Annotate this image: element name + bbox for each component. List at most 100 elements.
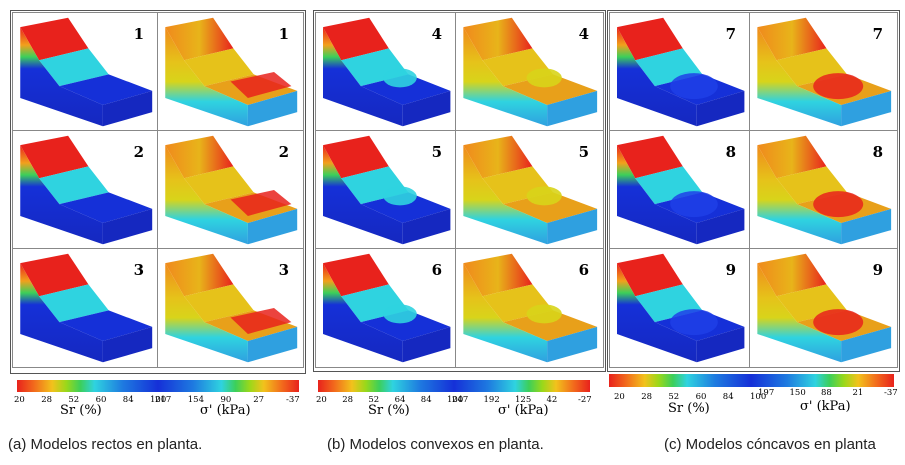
convex-zone [383, 186, 417, 206]
model-cell-2-sig: 2 [157, 130, 304, 250]
model-number: 8 [872, 143, 883, 161]
side-face [757, 145, 842, 245]
slope-face [184, 284, 254, 323]
toe-top [59, 310, 153, 342]
tick-label: 60 [95, 395, 107, 405]
front-face [102, 326, 153, 363]
tick-label: 27 [253, 395, 265, 405]
tick-label: 192 [483, 395, 500, 405]
convex-zone [383, 304, 417, 324]
slope-face [39, 48, 109, 87]
sr-sig-scale-c [609, 374, 894, 387]
front-face [102, 208, 153, 245]
slope-face [39, 166, 109, 205]
front-face [402, 208, 451, 245]
model-cell-1-sig: 1 [157, 12, 304, 132]
concave-zone [813, 73, 864, 100]
side-face [463, 263, 548, 363]
front-face [841, 326, 892, 363]
side-face [617, 27, 697, 127]
tick-label: 28 [641, 392, 653, 402]
tick-label: 20 [614, 392, 625, 402]
model-cell-7-sr: 7 [609, 12, 751, 132]
crest-top [165, 253, 234, 297]
model-cell-8-sig: 8 [749, 130, 898, 250]
crest-top [165, 135, 234, 179]
crest-top [20, 253, 89, 297]
tick-label: 52 [668, 392, 680, 402]
tick-label: 100 [750, 392, 767, 402]
sr-sig-scale-a [17, 380, 299, 392]
tick-label: 217 [155, 395, 172, 405]
tick-label: 84 [122, 395, 134, 405]
front-face [247, 208, 298, 245]
toe-top [59, 192, 153, 224]
front-face [102, 90, 153, 127]
sig-label-c: σ' (kPa) [800, 399, 851, 414]
stress-zone [230, 72, 292, 98]
front-face [841, 90, 892, 127]
convex-zone [383, 68, 417, 88]
model-number: 7 [725, 25, 736, 43]
tick-label: 150 [789, 388, 806, 398]
model-number: 7 [872, 25, 883, 43]
crest-top [463, 135, 533, 179]
tick-label: 52 [368, 395, 380, 405]
tick-label: 20 [14, 395, 25, 405]
front-face [547, 208, 598, 245]
toe-top [503, 192, 598, 224]
caption-b: (b) Modelos convexos en planta. [327, 436, 544, 453]
model-number: 4 [431, 25, 442, 43]
tick-label: 125 [515, 395, 532, 405]
model-number: 6 [578, 261, 589, 279]
model-cell-5-sr: 5 [315, 130, 457, 250]
tick-label: 88 [821, 388, 832, 398]
toe-top [360, 192, 451, 224]
sr-label-a: Sr (%) [60, 403, 102, 418]
crest-top [617, 253, 683, 297]
tick-label: 197 [758, 388, 775, 398]
model-cell-6-sr: 6 [315, 248, 457, 368]
model-cell-5-sig: 5 [455, 130, 604, 250]
model-cell-4-sig: 4 [455, 12, 604, 132]
tick-label: -27 [578, 395, 592, 405]
side-face [165, 263, 248, 363]
front-face [696, 326, 745, 363]
front-face [696, 90, 745, 127]
side-face [323, 145, 403, 245]
tick-label: 247 [452, 395, 469, 405]
side-face [757, 27, 842, 127]
crest-top [323, 17, 389, 61]
sig-label-b: σ' (kPa) [498, 403, 549, 418]
tick-label: 100 [150, 395, 167, 405]
front-face [247, 90, 298, 127]
front-face [696, 208, 745, 245]
convex-zone [526, 304, 562, 324]
slope-face [39, 284, 109, 323]
crest-top [463, 17, 533, 61]
toe-top [360, 74, 451, 106]
model-number: 9 [872, 261, 883, 279]
convex-zone [526, 186, 562, 206]
tick-label: 84 [722, 392, 734, 402]
front-face [547, 326, 598, 363]
convex-zone [526, 68, 562, 88]
model-number: 9 [725, 261, 736, 279]
side-face [617, 263, 697, 363]
concave-zone [813, 309, 864, 336]
crest-top [323, 135, 389, 179]
model-number: 2 [278, 143, 289, 161]
crest-top [323, 253, 389, 297]
side-face [757, 263, 842, 363]
tick-label: 52 [68, 395, 80, 405]
model-cell-3-sig: 3 [157, 248, 304, 368]
tick-label: -37 [286, 395, 300, 405]
model-number: 8 [725, 143, 736, 161]
toe-top [503, 74, 598, 106]
side-face [463, 145, 548, 245]
tick-label: 28 [342, 395, 354, 405]
model-cell-8-sr: 8 [609, 130, 751, 250]
tick-label: 42 [546, 395, 558, 405]
model-cell-1-sr: 1 [12, 12, 159, 132]
model-number: 5 [431, 143, 442, 161]
